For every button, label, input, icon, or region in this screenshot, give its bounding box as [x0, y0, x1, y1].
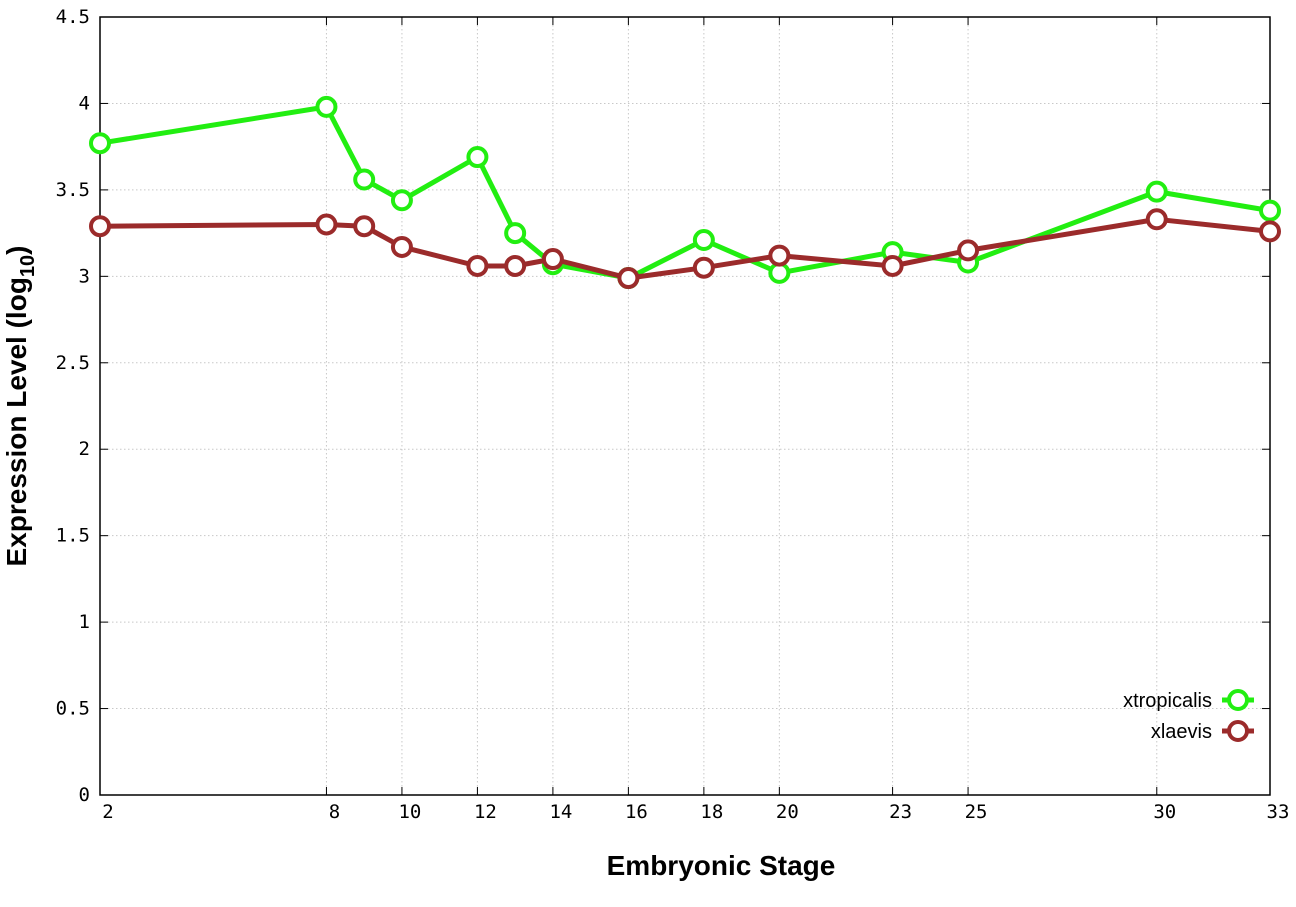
y-axis-title-close: ) — [1, 246, 32, 255]
data-point — [692, 256, 715, 279]
data-point — [390, 189, 413, 212]
y-tick-label: 1 — [79, 611, 90, 633]
data-point — [692, 229, 715, 252]
data-point — [1259, 199, 1281, 222]
y-tick-label: 0 — [79, 784, 90, 806]
y-tick-label: 2.5 — [56, 352, 90, 374]
y-tick-label: 3 — [79, 265, 90, 287]
x-tick-label: 33 — [1267, 801, 1290, 823]
series-xtropicalis — [89, 95, 1281, 290]
data-point — [957, 239, 980, 262]
y-tick-label: 0.5 — [56, 698, 90, 720]
x-tick-label: 30 — [1153, 801, 1176, 823]
plot-area-frame — [99, 16, 1271, 796]
x-tick-label: 16 — [625, 801, 648, 823]
y-tick-label: 4.5 — [56, 6, 90, 28]
y-tick-label: 1.5 — [56, 525, 90, 547]
y-tick-label: 2 — [79, 438, 90, 460]
series-xlaevis — [89, 208, 1281, 290]
legend-item-xlaevis: xlaevis — [1151, 720, 1254, 743]
data-point — [315, 95, 338, 118]
series-line — [99, 104, 1271, 281]
y-tick-label: 4 — [79, 92, 90, 114]
data-point — [617, 267, 640, 290]
data-point — [390, 235, 413, 258]
x-tick-label: 8 — [329, 801, 340, 823]
x-axis-title: Embryonic Stage — [607, 850, 836, 881]
legend-marker — [1227, 720, 1249, 742]
x-tick-label: 20 — [776, 801, 799, 823]
y-axis-title-main: Expression Level (log — [1, 277, 32, 566]
x-tick-label: 14 — [549, 801, 572, 823]
legend-label: xlaevis — [1151, 721, 1212, 743]
y-axis-title-subscript: 10 — [17, 255, 39, 277]
data-point — [504, 254, 527, 277]
x-tick-label: 25 — [965, 801, 988, 823]
data-point — [881, 254, 904, 277]
legend-marker — [1227, 689, 1249, 711]
data-point — [504, 222, 527, 245]
axis-ticks: 2 8 10 12 14 16 18 20 23 25 30 33 0 0.5 1 1.5 2 2.5 3 3.5 4 4… — [56, 6, 1290, 823]
data-point — [89, 132, 111, 155]
legend-label: xtropicalis — [1123, 690, 1212, 712]
data-point — [353, 215, 376, 238]
data-point — [768, 244, 791, 267]
x-tick-label: 2 — [102, 801, 113, 823]
data-point — [1145, 180, 1168, 203]
data-point — [466, 254, 489, 277]
grid-lines — [100, 17, 1270, 795]
legend-item-xtropicalis: xtropicalis — [1123, 689, 1254, 712]
x-tick-label: 12 — [474, 801, 497, 823]
x-tick-label: 10 — [398, 801, 421, 823]
y-axis-title: Expression Level (log10) — [1, 246, 39, 567]
data-point — [1145, 208, 1168, 231]
data-point — [541, 248, 564, 271]
y-tick-label: 3.5 — [56, 179, 90, 201]
data-point — [466, 146, 489, 169]
data-point — [353, 168, 376, 191]
data-point — [1259, 220, 1281, 243]
data-point — [315, 213, 338, 236]
series-layer — [89, 95, 1281, 290]
x-tick-label: 23 — [889, 801, 912, 823]
x-tick-label: 18 — [700, 801, 723, 823]
legend: xtropicalis xlaevis — [1123, 689, 1254, 743]
data-point — [89, 215, 111, 238]
